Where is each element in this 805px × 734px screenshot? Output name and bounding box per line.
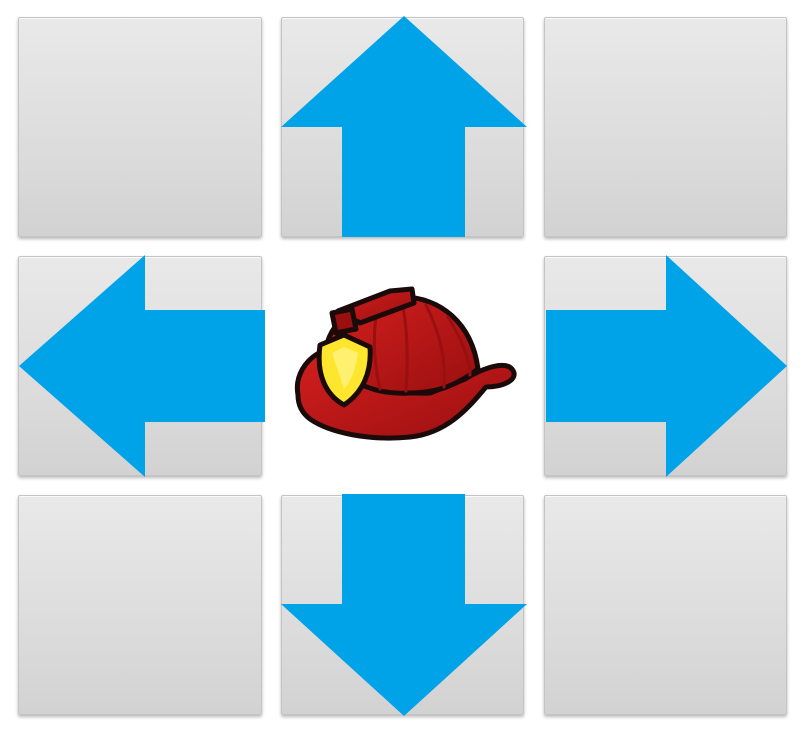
up-button[interactable] xyxy=(281,17,524,237)
right-button[interactable] xyxy=(544,256,787,476)
tile-up-left xyxy=(18,17,262,237)
tile-down-left xyxy=(18,495,262,715)
left-button[interactable] xyxy=(18,256,262,476)
tile-down-right xyxy=(544,495,787,715)
firefighter-helmet-icon xyxy=(294,286,517,441)
down-button[interactable] xyxy=(281,495,524,715)
tile-up-right xyxy=(544,17,787,237)
